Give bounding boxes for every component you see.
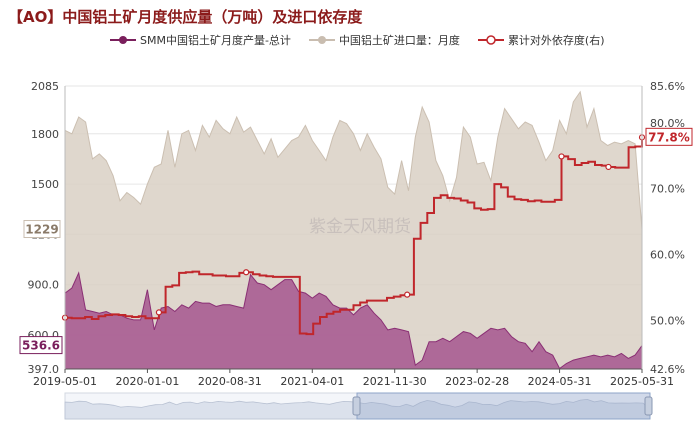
y-right-tick-label-2: 70.0% bbox=[650, 183, 685, 196]
dependency-point-1 bbox=[155, 309, 163, 316]
x-tick-label-7: 2025-05-31 bbox=[610, 375, 674, 388]
dependency-point-2 bbox=[243, 269, 250, 276]
y-right-tick-label-5: 42.6% bbox=[650, 363, 685, 376]
legend-item-imports[interactable]: 中国铝土矿进口量：月度 bbox=[308, 32, 460, 48]
x-tick-label-2: 2020-08-31 bbox=[198, 375, 262, 388]
last-value-imports: 1229 bbox=[25, 223, 58, 237]
legend-label-dependency: 累计对外依存度(右) bbox=[507, 34, 605, 47]
y-left-tick-label-1: 1800 bbox=[31, 128, 59, 141]
dependency-point-5 bbox=[605, 163, 612, 171]
legend-marker-imports bbox=[308, 36, 335, 44]
x-tick-label-3: 2021-04-01 bbox=[280, 375, 344, 388]
x-tick-label-4: 2021-11-30 bbox=[363, 375, 427, 388]
last-value-production: 536.6 bbox=[22, 339, 60, 353]
y-left-tick-label-2: 1500 bbox=[31, 178, 59, 191]
series-line-dependency bbox=[65, 137, 643, 336]
zoom-slider-handle-left[interactable] bbox=[352, 396, 361, 416]
y-right-tick-label-0: 85.6% bbox=[650, 80, 685, 93]
x-tick-label-6: 2024-05-31 bbox=[528, 375, 592, 388]
legend: SMM中国铝土矿月度产量-总计 中国铝土矿进口量：月度 累计对外依存度(右) bbox=[110, 32, 605, 48]
dependency-point-4 bbox=[558, 153, 565, 160]
last-value-box-production bbox=[19, 336, 63, 355]
chart-title: 【AO】中国铝土矿月度供应量（万吨）及进口依存度 bbox=[8, 8, 363, 26]
y-right-tick-label-1: 80.0% bbox=[650, 117, 685, 130]
legend-item-production[interactable]: SMM中国铝土矿月度产量-总计 bbox=[110, 32, 291, 48]
last-value-dependency: 77.8% bbox=[648, 130, 690, 144]
legend-label-production: SMM中国铝土矿月度产量-总计 bbox=[140, 34, 291, 47]
x-tick-label-1: 2020-01-01 bbox=[115, 375, 179, 388]
last-value-box-dependency bbox=[645, 127, 693, 146]
series-area-imports bbox=[64, 90, 643, 370]
legend-label-imports: 中国铝土矿进口量：月度 bbox=[338, 34, 460, 47]
legend-item-dependency[interactable]: 累计对外依存度(右) bbox=[477, 32, 605, 48]
zoom-slider-selection bbox=[356, 392, 651, 420]
legend-marker-dependency bbox=[477, 35, 504, 45]
x-tick-label-0: 2019-05-01 bbox=[33, 375, 97, 388]
x-tick-label-5: 2023-02-28 bbox=[445, 375, 509, 388]
legend-marker-production bbox=[110, 36, 136, 44]
watermark: 紫金天风期货 bbox=[309, 217, 411, 237]
y-left-tick-label-6: 397.0 bbox=[28, 363, 60, 376]
last-value-box-imports bbox=[23, 220, 61, 239]
dependency-point-3 bbox=[404, 291, 411, 298]
y-right-tick-label-4: 50.0% bbox=[650, 314, 685, 327]
y-right-tick-label-3: 60.0% bbox=[650, 248, 685, 261]
y-left-tick-label-4: 900.0 bbox=[28, 279, 60, 292]
zoom-slider-handle-right[interactable] bbox=[644, 396, 653, 416]
y-left-tick-label-0: 2085 bbox=[31, 80, 59, 93]
